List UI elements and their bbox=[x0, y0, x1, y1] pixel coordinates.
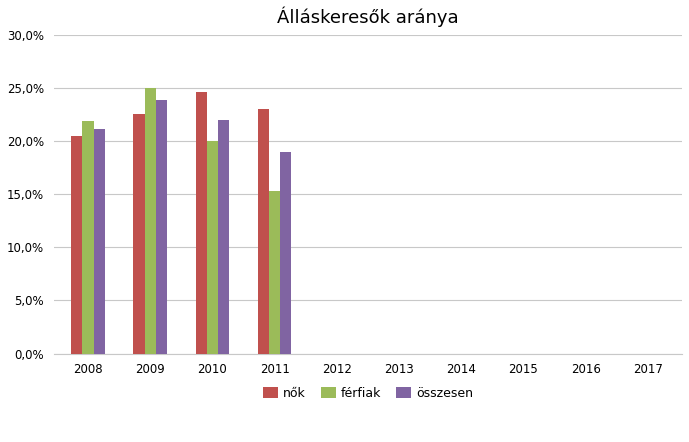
Title: Álláskeresők aránya: Álláskeresők aránya bbox=[277, 7, 459, 27]
Bar bbox=[269, 191, 280, 354]
Bar bbox=[145, 88, 156, 354]
Bar bbox=[207, 141, 218, 354]
Bar bbox=[134, 114, 145, 354]
Bar bbox=[71, 136, 83, 354]
Bar bbox=[280, 152, 291, 354]
Bar bbox=[196, 92, 207, 354]
Bar bbox=[258, 109, 269, 354]
Legend: nők, férfiak, összesen: nők, férfiak, összesen bbox=[258, 382, 478, 405]
Bar bbox=[94, 129, 105, 354]
Bar bbox=[83, 121, 94, 354]
Bar bbox=[156, 100, 167, 354]
Bar bbox=[218, 120, 229, 354]
